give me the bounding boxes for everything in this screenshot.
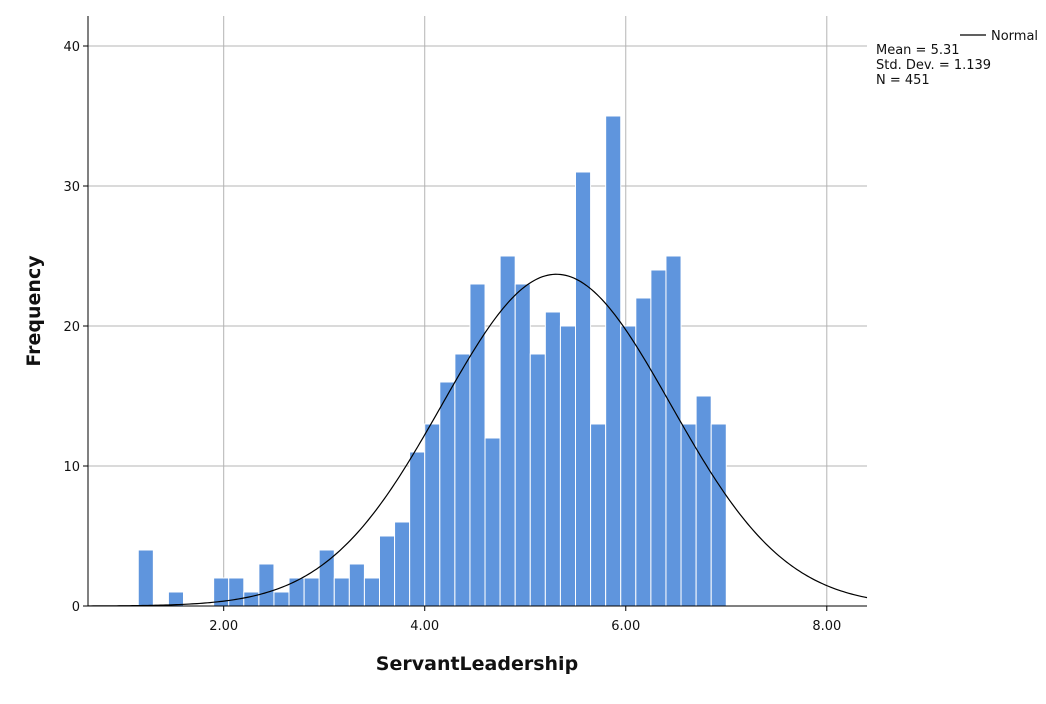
- histogram-bar: [695, 395, 712, 607]
- tick-labels: 0 10 20 30 40 2.00 4.00 6.00 8.00: [63, 40, 841, 634]
- histogram-bar: [273, 591, 290, 607]
- x-tick-label: 2.00: [209, 619, 238, 634]
- legend-normal-label: Normal: [991, 29, 1038, 44]
- histogram-bar: [424, 423, 441, 607]
- histogram-bar: [318, 549, 335, 607]
- histogram-bar: [228, 577, 245, 607]
- y-tick-label: 20: [63, 320, 80, 335]
- histogram-bar: [650, 269, 667, 607]
- y-tick-label: 10: [63, 460, 80, 475]
- legend: Normal Mean = 5.31 Std. Dev. = 1.139 N =…: [876, 29, 1038, 88]
- grid-lines: [88, 16, 867, 606]
- histogram-bar: [484, 437, 501, 607]
- histogram-bar: [710, 423, 727, 607]
- histogram-bar: [333, 577, 350, 607]
- histogram-bar: [439, 381, 456, 607]
- histogram-bar: [590, 423, 607, 607]
- x-tick-label: 6.00: [611, 619, 640, 634]
- x-axis-title: ServantLeadership: [376, 653, 578, 675]
- histogram-bar: [620, 325, 637, 607]
- histogram-bar: [605, 115, 622, 607]
- histogram-bar: [303, 577, 320, 607]
- histogram-bar: [288, 577, 305, 607]
- legend-std-dev: Std. Dev. = 1.139: [876, 58, 991, 73]
- x-tick-label: 8.00: [812, 619, 841, 634]
- histogram-bar: [559, 325, 577, 607]
- histogram-bar: [363, 577, 380, 607]
- histogram-bars: [137, 115, 727, 607]
- normal-curve-line: [88, 273, 868, 607]
- histogram-bar: [575, 171, 592, 607]
- legend-n: N = 451: [876, 73, 930, 88]
- y-tick-label: 0: [72, 600, 80, 615]
- y-axis-title: Frequency: [23, 255, 45, 367]
- histogram-bar: [409, 451, 426, 607]
- histogram-bar: [394, 521, 411, 607]
- histogram-bar: [348, 563, 365, 607]
- y-tick-label: 30: [63, 180, 80, 195]
- histogram-bar: [514, 283, 531, 607]
- histogram-bar: [544, 311, 561, 607]
- histogram-bar: [378, 535, 396, 607]
- histogram-bar: [529, 353, 546, 607]
- legend-mean: Mean = 5.31: [876, 43, 960, 58]
- histogram-bar: [680, 423, 697, 607]
- histogram-bar: [665, 255, 682, 607]
- axes: [83, 16, 867, 611]
- histogram-bar: [258, 563, 275, 607]
- histogram-bar: [635, 297, 652, 607]
- y-tick-label: 40: [63, 40, 80, 55]
- histogram-bar: [137, 549, 154, 607]
- x-tick-label: 4.00: [410, 619, 439, 634]
- histogram-bar: [454, 353, 471, 607]
- histogram-bar: [469, 283, 486, 607]
- histogram-bar: [243, 591, 260, 607]
